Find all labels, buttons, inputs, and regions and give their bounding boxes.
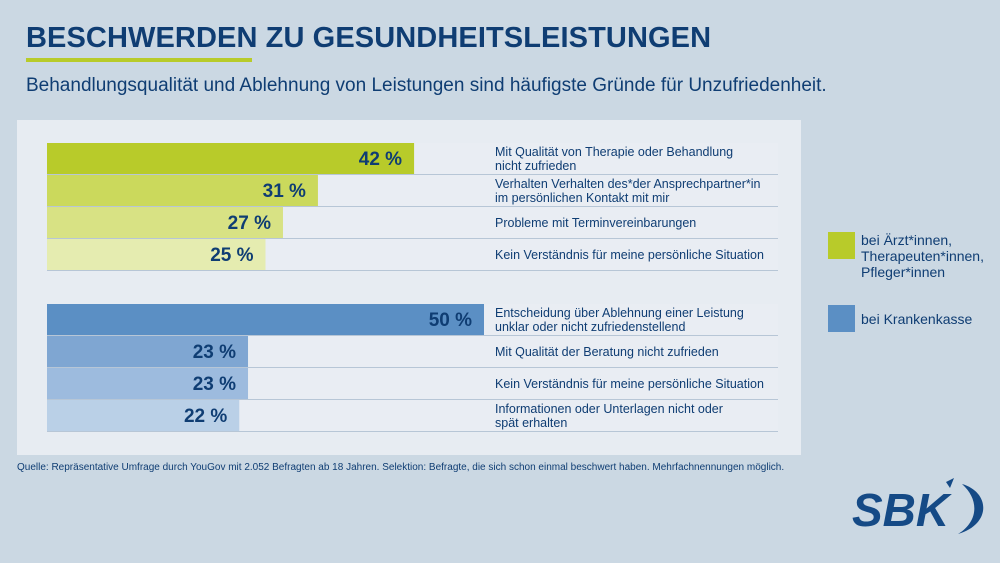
logo-accent-icon — [946, 478, 954, 488]
legend-swatch-green — [828, 232, 855, 259]
legend-item-aerzte: bei Ärzt*innen, Therapeuten*innen, Pfleg… — [828, 232, 984, 280]
bar-value-label: 23 % — [193, 374, 236, 395]
category-label-line: Informationen oder Unterlagen nicht oder — [495, 401, 723, 416]
bar-value-label: 31 % — [263, 181, 306, 202]
bar — [47, 400, 240, 431]
legend-item-krankenkasse: bei Krankenkasse — [828, 305, 972, 332]
source-note: Quelle: Repräsentative Umfrage durch You… — [17, 462, 785, 473]
category-label: Kein Verständnis für meine persönliche S… — [495, 248, 795, 262]
legend-label-krankenkasse: bei Krankenkasse — [861, 305, 972, 327]
bar — [47, 207, 283, 238]
category-label-line: Probleme mit Terminvereinbarungen — [495, 215, 697, 230]
legend-line: Therapeuten*innen, — [861, 248, 984, 264]
category-label-line: Entscheidung über Ablehnung einer Leistu… — [495, 305, 744, 320]
category-label: Informationen oder Unterlagen nicht oder… — [495, 402, 795, 430]
bar — [47, 336, 249, 367]
bar — [47, 175, 318, 206]
legend-line: bei Ärzt*innen, — [861, 232, 953, 248]
sbk-logo: SBK — [852, 478, 984, 536]
legend-line: bei Krankenkasse — [861, 311, 973, 327]
category-label-line: Verhalten Verhalten des*der Ansprechpart… — [495, 176, 761, 191]
category-label: Mit Qualität der Beratung nicht zufriede… — [495, 345, 795, 359]
bar-value-label: 23 % — [193, 342, 236, 363]
legend-label-aerzte: bei Ärzt*innen, Therapeuten*innen, Pfleg… — [861, 232, 984, 280]
bar — [47, 239, 266, 270]
page-subtitle: Behandlungsqualität und Ablehnung von Le… — [26, 75, 827, 96]
bar-value-label: 22 % — [184, 406, 227, 427]
bar — [47, 368, 249, 399]
page-title: BESCHWERDEN ZU GESUNDHEITSLEISTUNGEN — [26, 22, 712, 54]
category-label: Kein Verständnis für meine persönliche S… — [495, 377, 795, 391]
category-label: Entscheidung über Ablehnung einer Leistu… — [495, 306, 795, 334]
bar — [47, 304, 484, 335]
bar-value-label: 27 % — [228, 213, 271, 234]
logo-text: SBK — [852, 484, 952, 536]
bar-value-label: 42 % — [359, 149, 402, 170]
category-label-line: nicht zufrieden — [495, 158, 577, 173]
legend-swatch-blue — [828, 305, 855, 332]
bar-value-label: 25 % — [210, 245, 253, 266]
bar-value-label: 50 % — [429, 310, 472, 331]
category-label-line: spät erhalten — [495, 415, 568, 430]
category-label: Probleme mit Terminvereinbarungen — [495, 216, 795, 230]
bar — [47, 143, 415, 174]
category-label-line: im persönlichen Kontakt mit mir — [495, 190, 670, 205]
category-label-line: Kein Verständnis für meine persönliche S… — [495, 376, 764, 391]
category-label-line: Mit Qualität von Therapie oder Behandlun… — [495, 144, 734, 159]
category-label-line: Mit Qualität der Beratung nicht zufriede… — [495, 344, 719, 359]
category-label: Verhalten Verhalten des*der Ansprechpart… — [495, 177, 795, 205]
category-label: Mit Qualität von Therapie oder Behandlun… — [495, 145, 795, 173]
logo-swoosh-icon — [958, 484, 984, 534]
category-label-line: Kein Verständnis für meine persönliche S… — [495, 247, 764, 262]
category-label-line: unklar oder nicht zufriedenstellend — [495, 319, 686, 334]
legend-line: Pfleger*innen — [861, 264, 946, 280]
title-underline — [26, 58, 252, 62]
